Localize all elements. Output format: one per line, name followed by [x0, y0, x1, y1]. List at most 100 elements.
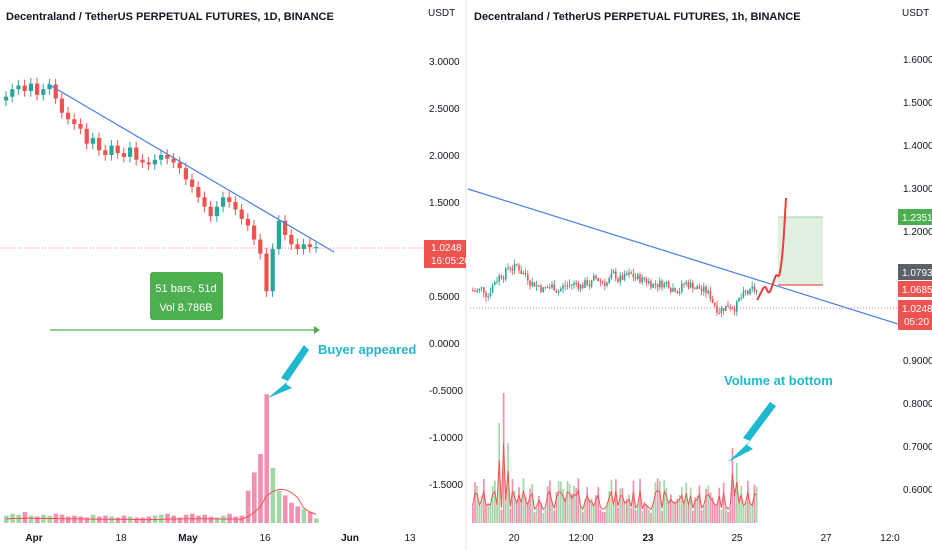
left-candle: [128, 147, 133, 157]
right-x-tick: 12:00: [568, 533, 593, 544]
right-volume-bar: [485, 506, 487, 523]
left-candle: [295, 244, 300, 249]
gray-price-badge: 1.0793: [898, 264, 932, 280]
left-candle: [233, 202, 238, 210]
right-candle: [689, 282, 692, 288]
left-candle: [196, 186, 201, 198]
right-volume-bar: [674, 501, 677, 523]
left-trendline[interactable]: [47, 83, 335, 253]
left-volume-bar: [252, 472, 257, 523]
left-volume-bar: [314, 518, 319, 523]
left-candle: [165, 155, 170, 159]
measure-bars-text: 51 bars, 51d: [155, 283, 216, 295]
right-candle: [626, 273, 628, 276]
right-y-tick: 1.4000: [903, 141, 932, 152]
right-candle: [672, 288, 674, 292]
right-candle: [676, 291, 679, 294]
right-volume-bar: [740, 486, 743, 523]
left-candle: [4, 96, 9, 101]
right-volume-bar: [590, 498, 593, 523]
right-volume-bar: [696, 495, 699, 523]
left-candle: [283, 220, 288, 235]
right-candle: [639, 274, 641, 283]
right-volume-bar: [474, 482, 476, 523]
left-candle: [90, 138, 95, 144]
right-y-tick: 0.9000: [903, 356, 932, 367]
right-volume-bar: [720, 509, 723, 523]
right-candle: [496, 281, 498, 283]
measure-tool[interactable]: 51 bars, 51d Vol 8.786B: [50, 272, 320, 334]
right-volume-bar: [661, 510, 663, 523]
left-candle: [78, 123, 83, 129]
forecast-path[interactable]: [756, 197, 787, 301]
right-volume-bar: [599, 509, 602, 523]
buyer-annotation[interactable]: Buyer appeared: [268, 342, 416, 398]
right-volume-bar: [626, 499, 628, 523]
right-candle: [560, 288, 562, 292]
right-x-axis[interactable]: 20 12:00 23 25 27 12:0: [508, 533, 900, 544]
right-candle: [524, 273, 527, 275]
right-candle: [698, 286, 701, 289]
right-volume-bar: [683, 504, 685, 523]
right-volume-bar: [634, 509, 637, 523]
left-candle: [190, 179, 195, 187]
right-axis-unit: USDT: [902, 8, 929, 19]
right-volume-bar: [617, 507, 619, 523]
left-candle: [72, 119, 77, 124]
left-candle: [289, 234, 294, 245]
right-volume-bar: [529, 488, 531, 523]
left-candle: [140, 159, 145, 163]
left-x-tick: May: [178, 533, 198, 544]
right-volume-bar: [703, 504, 705, 523]
right-y-tick: 1.6000: [903, 55, 932, 66]
left-x-tick: 13: [404, 533, 416, 544]
entry-badge-bg: [898, 281, 932, 297]
right-candle: [606, 282, 608, 286]
right-volume-bar: [544, 509, 547, 523]
right-volume-bar: [722, 482, 725, 523]
right-volume-bar: [643, 502, 646, 523]
right-candle: [621, 275, 624, 280]
right-candle: [729, 307, 731, 309]
right-candle: [579, 284, 582, 289]
left-volume-bar: [301, 509, 307, 523]
right-candle: [643, 277, 646, 280]
right-candle: [562, 285, 564, 289]
left-x-axis[interactable]: Apr 18 May 16 Jun 13: [25, 533, 416, 544]
right-volume-bar: [648, 509, 650, 523]
entry-price-badge: 1.0685: [898, 281, 932, 297]
right-chart[interactable]: Decentraland / TetherUS PERPETUAL FUTURE…: [467, 8, 932, 544]
right-candle: [617, 278, 619, 282]
entry-price: 1.0685: [902, 285, 932, 296]
volume-annotation[interactable]: Volume at bottom: [724, 373, 833, 462]
left-price-value: 1.0248: [431, 243, 462, 254]
left-candle: [264, 253, 269, 292]
right-volume-bar: [685, 482, 688, 523]
left-y-axis[interactable]: 3.00002.50002.00001.50001.00000.50000.00…: [429, 57, 463, 491]
left-candle: [171, 158, 176, 163]
right-candle: [566, 285, 569, 287]
right-volume-bar: [483, 479, 485, 523]
right-candle: [485, 292, 487, 298]
right-volume-bar: [645, 505, 648, 523]
target-zone[interactable]: [778, 217, 823, 285]
left-x-tick: Apr: [25, 533, 42, 544]
right-candle: [557, 291, 560, 293]
left-chart[interactable]: Decentraland / TetherUS PERPETUAL FUTURE…: [0, 8, 470, 544]
buyer-annotation-text: Buyer appeared: [318, 342, 416, 357]
gray-badge-bg: [898, 264, 932, 280]
right-volume-bar: [595, 495, 597, 523]
right-candle: [588, 284, 591, 287]
right-trendline[interactable]: [467, 188, 899, 325]
left-candle: [35, 83, 40, 95]
right-volume-bar: [494, 480, 496, 523]
right-candle: [529, 280, 531, 287]
right-candle: [549, 287, 551, 289]
right-candle: [533, 282, 536, 287]
right-volume-bar: [562, 489, 564, 523]
right-candle: [522, 273, 525, 275]
left-volume-bar: [196, 515, 201, 523]
right-volume-bar: [698, 485, 701, 523]
right-volume-bar: [571, 493, 573, 523]
right-volume-bar: [551, 500, 553, 523]
